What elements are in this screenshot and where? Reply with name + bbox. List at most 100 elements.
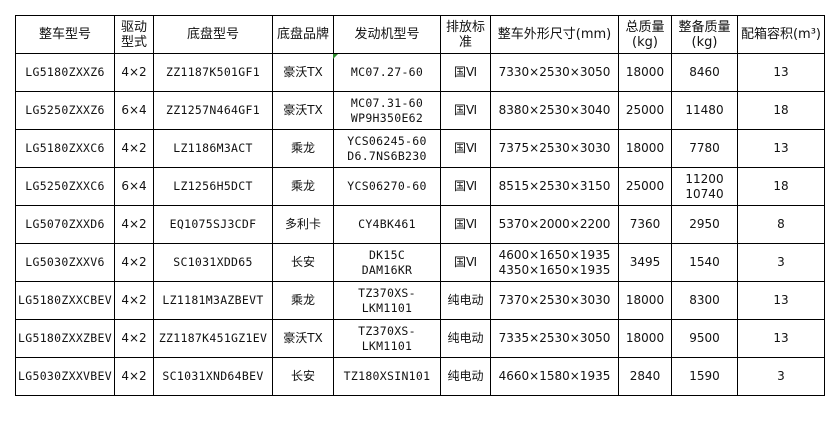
cell-gross-mass: 7360	[618, 205, 672, 244]
cell-chassis-brand: 长安	[272, 243, 334, 282]
cell-drive-type: 4×2	[114, 243, 154, 282]
cell-vehicle-model: LG5030ZXXV6	[15, 243, 115, 282]
cell-chassis-model: SC1031XND64BEV	[153, 357, 273, 396]
header-vehicle-model: 整车型号	[15, 15, 115, 54]
cell-dimensions: 4600×1650×1935 4350×1650×1935	[490, 243, 619, 282]
cell-emission-standard: 国Ⅵ	[440, 129, 491, 168]
vehicle-spec-table: 整车型号 驱动 型式 底盘型号 底盘品牌 发动机型号 排放标 准整车外形尺寸(mm) 总质量…	[15, 15, 825, 396]
header-emission-standard: 排放标 准	[440, 15, 491, 54]
cell-curb-mass: 9500	[671, 319, 738, 358]
cell-dimensions: 7370×2530×3030	[490, 281, 619, 320]
cell-engine-model: YCS06270-60	[333, 167, 441, 206]
cell-chassis-model: EQ1075SJ3CDF	[153, 205, 273, 244]
cell-gross-mass: 25000	[618, 167, 672, 206]
header-curb-mass: 整备质量 (kg)	[671, 15, 738, 54]
cell-vehicle-model: LG5070ZXXD6	[15, 205, 115, 244]
cell-dimensions: 8380×2530×3040	[490, 91, 619, 130]
cell-dimensions: 4660×1580×1935	[490, 357, 619, 396]
cell-engine-model: MC07.31-60 WP9H350E62	[333, 91, 441, 130]
cell-engine-model: TZ370XS- LKM1101	[333, 319, 441, 358]
cell-engine-model: YCS06245-60 D6.7NS6B230	[333, 129, 441, 168]
cell-vehicle-model: LG5250ZXXC6	[15, 167, 115, 206]
cell-chassis-brand: 多利卡	[272, 205, 334, 244]
header-drive-type: 驱动 型式	[114, 15, 154, 54]
cell-engine-model: TZ180XSIN101	[333, 357, 441, 396]
cell-dimensions: 7375×2530×3030	[490, 129, 619, 168]
table-row: LG5180ZXXC6 4×2 LZ1186M3ACT 乘龙 YCS06245-60 D…	[15, 129, 825, 168]
cell-drive-type: 4×2	[114, 357, 154, 396]
cell-emission-standard: 国Ⅵ	[440, 53, 491, 92]
cell-curb-mass: 8460	[671, 53, 738, 92]
cell-comment-marker	[333, 54, 338, 59]
cell-curb-mass: 2950	[671, 205, 738, 244]
cell-vehicle-model: LG5250ZXXZ6	[15, 91, 115, 130]
cell-curb-mass: 1590	[671, 357, 738, 396]
cell-vehicle-model: LG5180ZXXZBEV	[15, 319, 115, 358]
cell-drive-type: 4×2	[114, 53, 154, 92]
cell-engine-model: DK15C DAM16KR	[333, 243, 441, 282]
cell-engine-model: TZ370XS- LKM1101	[333, 281, 441, 320]
cell-chassis-model: ZZ1257N464GF1	[153, 91, 273, 130]
cell-vehicle-model: LG5030ZXXVBEV	[15, 357, 115, 396]
cell-gross-mass: 18000	[618, 281, 672, 320]
cell-gross-mass: 2840	[618, 357, 672, 396]
header-box-volume: 配箱容积(m³)	[737, 15, 825, 54]
cell-curb-mass: 11480	[671, 91, 738, 130]
cell-box-volume: 3	[737, 357, 825, 396]
cell-drive-type: 4×2	[114, 129, 154, 168]
cell-drive-type: 6×4	[114, 167, 154, 206]
cell-curb-mass: 8300	[671, 281, 738, 320]
cell-chassis-model: SC1031XDD65	[153, 243, 273, 282]
cell-vehicle-model: LG5180ZXXZ6	[15, 53, 115, 92]
header-row: 整车型号 驱动 型式 底盘型号 底盘品牌 发动机型号 排放标 准整车外形尺寸(mm) 总质量…	[15, 15, 825, 54]
header-dimensions: 整车外形尺寸(mm)	[490, 15, 619, 54]
cell-dimensions: 7330×2530×3050	[490, 53, 619, 92]
cell-chassis-brand: 豪沃TX	[272, 53, 334, 92]
cell-emission-standard: 国Ⅵ	[440, 243, 491, 282]
cell-chassis-brand: 长安	[272, 357, 334, 396]
cell-gross-mass: 18000	[618, 53, 672, 92]
cell-box-volume: 13	[737, 129, 825, 168]
cell-box-volume: 18	[737, 167, 825, 206]
cell-gross-mass: 18000	[618, 129, 672, 168]
cell-emission-standard: 国Ⅵ	[440, 91, 491, 130]
cell-dimensions: 7335×2530×3050	[490, 319, 619, 358]
cell-box-volume: 13	[737, 319, 825, 358]
cell-chassis-model: LZ1256H5DCT	[153, 167, 273, 206]
cell-chassis-brand: 乘龙	[272, 129, 334, 168]
cell-chassis-model: LZ1181M3AZBEVT	[153, 281, 273, 320]
cell-curb-mass: 7780	[671, 129, 738, 168]
cell-chassis-brand: 豪沃TX	[272, 91, 334, 130]
cell-engine-model: CY4BK461	[333, 205, 441, 244]
cell-vehicle-model: LG5180ZXXCBEV	[15, 281, 115, 320]
table-row: LG5180ZXXZBEV 4×2 ZZ1187K451GZ1EV 豪沃TX TZ370…	[15, 319, 825, 358]
cell-chassis-model: ZZ1187K451GZ1EV	[153, 319, 273, 358]
cell-box-volume: 13	[737, 53, 825, 92]
cell-chassis-model: LZ1186M3ACT	[153, 129, 273, 168]
cell-drive-type: 4×2	[114, 205, 154, 244]
cell-gross-mass: 3495	[618, 243, 672, 282]
cell-gross-mass: 18000	[618, 319, 672, 358]
cell-emission-standard: 国Ⅵ	[440, 167, 491, 206]
header-engine-model: 发动机型号	[333, 15, 441, 54]
table-row: LG5250ZXXZ6 6×4 ZZ1257N464GF1 豪沃TX MC07.31-6…	[15, 91, 825, 130]
table-row: LG5030ZXXVBEV 4×2 SC1031XND64BEV 长安 TZ180XSI…	[15, 357, 825, 396]
cell-emission-standard: 纯电动	[440, 281, 491, 320]
cell-box-volume: 18	[737, 91, 825, 130]
cell-dimensions: 8515×2530×3150	[490, 167, 619, 206]
table-row: LG5180ZXXCBEV 4×2 LZ1181M3AZBEVT 乘龙 TZ370XS-…	[15, 281, 825, 320]
table-row: LG5030ZXXV6 4×2 SC1031XDD65 长安 DK15C DAM16KR…	[15, 243, 825, 282]
cell-emission-standard: 国Ⅵ	[440, 205, 491, 244]
cell-chassis-brand: 乘龙	[272, 167, 334, 206]
cell-engine-model: MC07.27-60	[333, 53, 441, 92]
header-chassis-brand: 底盘品牌	[272, 15, 334, 54]
cell-box-volume: 8	[737, 205, 825, 244]
header-gross-mass: 总质量 (kg)	[618, 15, 672, 54]
cell-chassis-brand: 豪沃TX	[272, 319, 334, 358]
table-row: LG5070ZXXD6 4×2 EQ1075SJ3CDF 多利卡 CY4BK461 国Ⅵ 5…	[15, 205, 825, 244]
cell-dimensions: 5370×2000×2200	[490, 205, 619, 244]
table-row: LG5250ZXXC6 6×4 LZ1256H5DCT 乘龙 YCS06270-60 国Ⅵ…	[15, 167, 825, 206]
cell-box-volume: 3	[737, 243, 825, 282]
header-chassis-model: 底盘型号	[153, 15, 273, 54]
cell-chassis-model: ZZ1187K501GF1	[153, 53, 273, 92]
